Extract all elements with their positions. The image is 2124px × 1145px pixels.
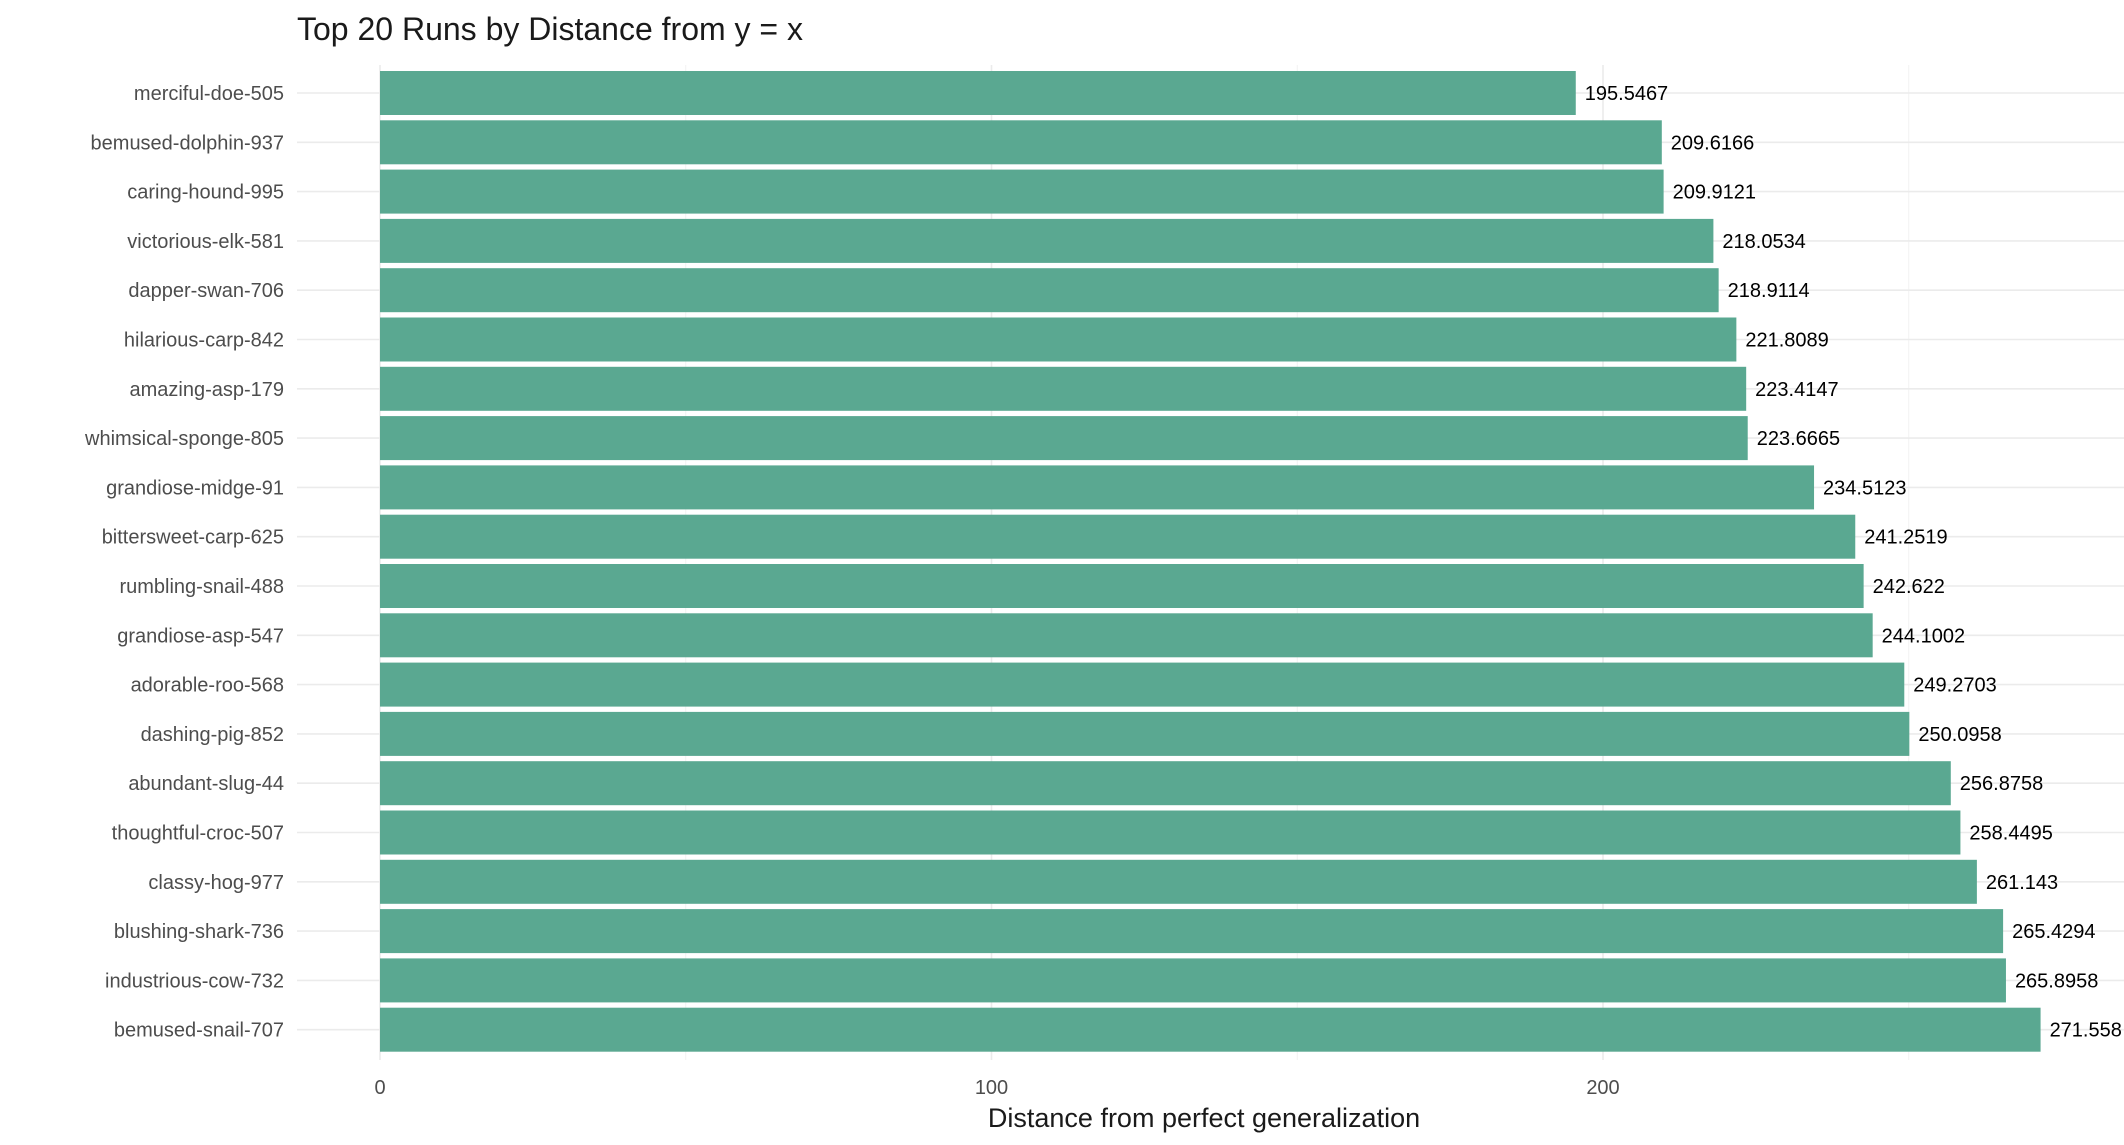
bar-value-label: 265.4294 bbox=[2012, 921, 2095, 943]
bar-value-label: 256.8758 bbox=[1960, 773, 2043, 795]
bar bbox=[380, 909, 2004, 954]
category-label: amazing-asp-179 bbox=[129, 379, 284, 401]
category-label: abundant-slug-44 bbox=[128, 773, 284, 795]
category-label: rumbling-snail-488 bbox=[119, 576, 284, 598]
category-label: dashing-pig-852 bbox=[141, 724, 284, 746]
category-label: whimsical-sponge-805 bbox=[84, 428, 284, 450]
bar-value-label: 218.0534 bbox=[1722, 231, 1805, 253]
bar bbox=[380, 218, 1714, 263]
bar bbox=[380, 564, 1864, 608]
bar-value-label: 244.1002 bbox=[1882, 625, 1965, 647]
bar-value-label: 258.4495 bbox=[1969, 823, 2052, 845]
chart-title: Top 20 Runs by Distance from y = x bbox=[297, 11, 803, 47]
category-label: bittersweet-carp-625 bbox=[102, 527, 284, 549]
bar bbox=[380, 958, 2006, 1003]
bar bbox=[380, 71, 1576, 115]
bars-layer bbox=[380, 71, 2041, 1052]
x-tick-label: 200 bbox=[1586, 1077, 1619, 1099]
bar bbox=[380, 465, 1815, 510]
x-axis-title: Distance from perfect generalization bbox=[988, 1103, 1420, 1133]
bar bbox=[380, 268, 1719, 313]
category-label: industrious-cow-732 bbox=[105, 970, 284, 992]
x-tick-label: 100 bbox=[975, 1077, 1008, 1099]
bar bbox=[380, 120, 1662, 165]
bar bbox=[380, 810, 1961, 855]
category-labels-layer: merciful-doe-505 bemused-dolphin-937 carin… bbox=[84, 83, 284, 1042]
category-label: grandiose-midge-91 bbox=[106, 477, 284, 499]
bar-value-label: 209.6166 bbox=[1671, 132, 1754, 154]
category-label: dapper-swan-706 bbox=[128, 280, 284, 302]
category-label: thoughtful-croc-507 bbox=[112, 823, 284, 845]
bar-value-label: 271.558 bbox=[2050, 1020, 2122, 1042]
bar-value-label: 242.622 bbox=[1873, 576, 1945, 598]
bar-value-label: 218.9114 bbox=[1728, 280, 1810, 302]
category-label: caring-hound-995 bbox=[127, 182, 284, 204]
bar bbox=[380, 317, 1737, 362]
x-tick-label: 0 bbox=[374, 1077, 385, 1099]
bar bbox=[380, 613, 1873, 658]
bar bbox=[380, 169, 1664, 214]
bar bbox=[380, 859, 1977, 904]
bar-value-label: 209.9121 bbox=[1673, 182, 1756, 204]
bar bbox=[380, 1007, 2041, 1052]
bar bbox=[380, 711, 1910, 756]
bar-value-label: 250.0958 bbox=[1918, 724, 2001, 746]
bar bbox=[380, 366, 1747, 411]
category-label: merciful-doe-505 bbox=[134, 83, 284, 105]
bar bbox=[380, 514, 1856, 559]
category-label: bemused-dolphin-937 bbox=[91, 132, 284, 154]
bar-value-label: 221.8089 bbox=[1745, 330, 1828, 352]
category-label: bemused-snail-707 bbox=[114, 1020, 284, 1042]
bar-value-label: 223.4147 bbox=[1755, 379, 1838, 401]
bar-value-label: 265.8958 bbox=[2015, 970, 2098, 992]
category-label: adorable-roo-568 bbox=[131, 675, 284, 697]
bar-value-label: 261.143 bbox=[1986, 872, 2058, 894]
bar bbox=[380, 416, 1748, 461]
bar-value-label: 234.5123 bbox=[1823, 477, 1906, 499]
bar-value-label: 249.2703 bbox=[1913, 675, 1996, 697]
category-label: grandiose-asp-547 bbox=[117, 625, 284, 647]
category-label: blushing-shark-736 bbox=[114, 921, 284, 943]
bar bbox=[380, 662, 1905, 707]
value-labels-layer: 195.5467 209.6166 209.9121 218.0534 218.9114… bbox=[1585, 83, 2122, 1042]
category-label: hilarious-carp-842 bbox=[124, 330, 284, 352]
bar-value-label: 223.6665 bbox=[1757, 428, 1840, 450]
bar-value-label: 195.5467 bbox=[1585, 83, 1668, 105]
category-label: victorious-elk-581 bbox=[127, 231, 284, 253]
category-label: classy-hog-977 bbox=[148, 872, 284, 894]
bar bbox=[380, 761, 1951, 806]
bar-value-label: 241.2519 bbox=[1864, 527, 1947, 549]
x-tick-labels-layer: 0 100 200 bbox=[374, 1077, 1619, 1099]
